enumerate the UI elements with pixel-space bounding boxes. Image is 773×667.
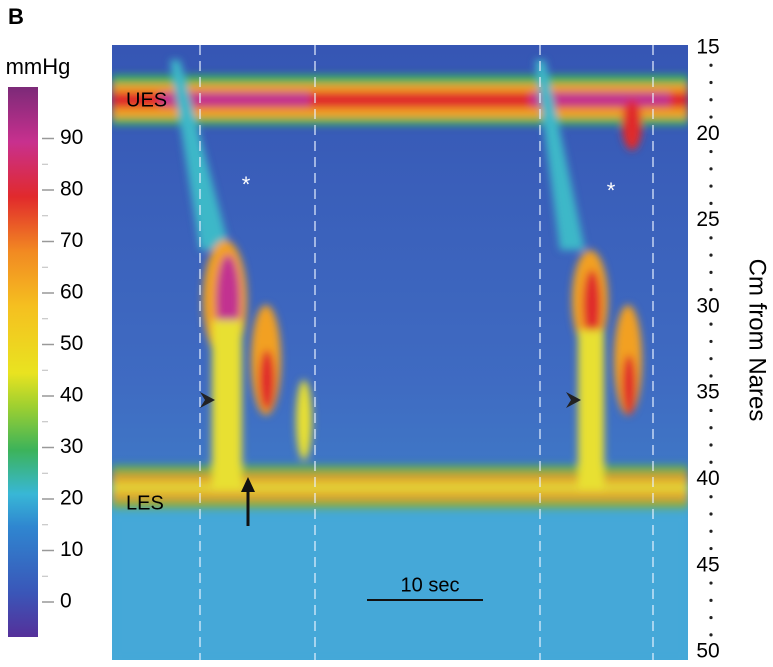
depth-dot — [709, 339, 713, 344]
colorbar-unit: mmHg — [6, 54, 71, 79]
depth-dot — [709, 322, 713, 326]
colorbar-tick-label: 70 — [60, 229, 83, 252]
depth-dot — [709, 495, 713, 499]
depth-dot — [709, 201, 713, 205]
colorbar-tick-label: 60 — [60, 281, 83, 304]
depth-dot — [709, 288, 713, 292]
depth-dot — [709, 512, 713, 516]
arrowhead — [200, 392, 215, 408]
depth-dot — [709, 581, 713, 585]
colorbar-tick-label: 90 — [60, 126, 83, 149]
depth-dot — [709, 167, 713, 171]
depth-tick-label: 30 — [696, 294, 719, 317]
asterisk: * — [607, 178, 616, 203]
depth-dot — [709, 253, 713, 257]
depth-dot — [709, 546, 713, 551]
depth-dot — [709, 529, 713, 533]
colorbar-tick-label: 0 — [60, 590, 72, 613]
depth-dot — [709, 63, 713, 67]
panel-label: B — [8, 4, 24, 29]
depth-dot — [709, 357, 713, 361]
depth-tick-label: 45 — [696, 553, 719, 576]
depth-tick-label: 40 — [696, 467, 719, 490]
depth-dot — [709, 236, 713, 240]
depth-dot — [709, 115, 713, 119]
scale-bar-label: 10 sec — [401, 574, 460, 596]
depth-dot — [709, 443, 713, 447]
les-label: LES — [126, 492, 164, 514]
depth-dot — [709, 184, 713, 188]
colorbar — [8, 87, 38, 637]
depth-dot — [709, 426, 713, 430]
depth-tick-label: 35 — [696, 381, 719, 404]
depth-tick-label: 20 — [696, 122, 719, 145]
depth-dot — [709, 80, 713, 85]
colorbar-tick-label: 80 — [60, 178, 83, 201]
depth-tick-label: 25 — [696, 208, 719, 231]
ues-label: UES — [126, 89, 167, 111]
depth-dot — [709, 270, 713, 274]
depth-dot — [709, 408, 713, 413]
colorbar-tick-label: 50 — [60, 332, 83, 355]
depth-dot — [709, 633, 713, 637]
heatmap — [112, 45, 688, 660]
axis-label: Cm from Nares — [744, 259, 771, 422]
arrowhead — [566, 392, 581, 408]
depth-dot — [709, 149, 713, 154]
depth-dot — [709, 460, 713, 464]
depth-dot — [709, 615, 713, 620]
colorbar-tick-label: 30 — [60, 435, 83, 458]
depth-dot — [709, 598, 713, 602]
colorbar-tick-label: 10 — [60, 538, 83, 561]
colorbar-tick-label: 20 — [60, 487, 83, 510]
depth-dot — [709, 98, 713, 102]
depth-tick-label: 15 — [696, 36, 719, 59]
colorbar-tick-label: 40 — [60, 384, 83, 407]
depth-dot — [709, 374, 713, 378]
depth-tick-label: 50 — [696, 640, 719, 663]
asterisk: * — [242, 172, 251, 197]
arrow-head — [241, 477, 255, 492]
